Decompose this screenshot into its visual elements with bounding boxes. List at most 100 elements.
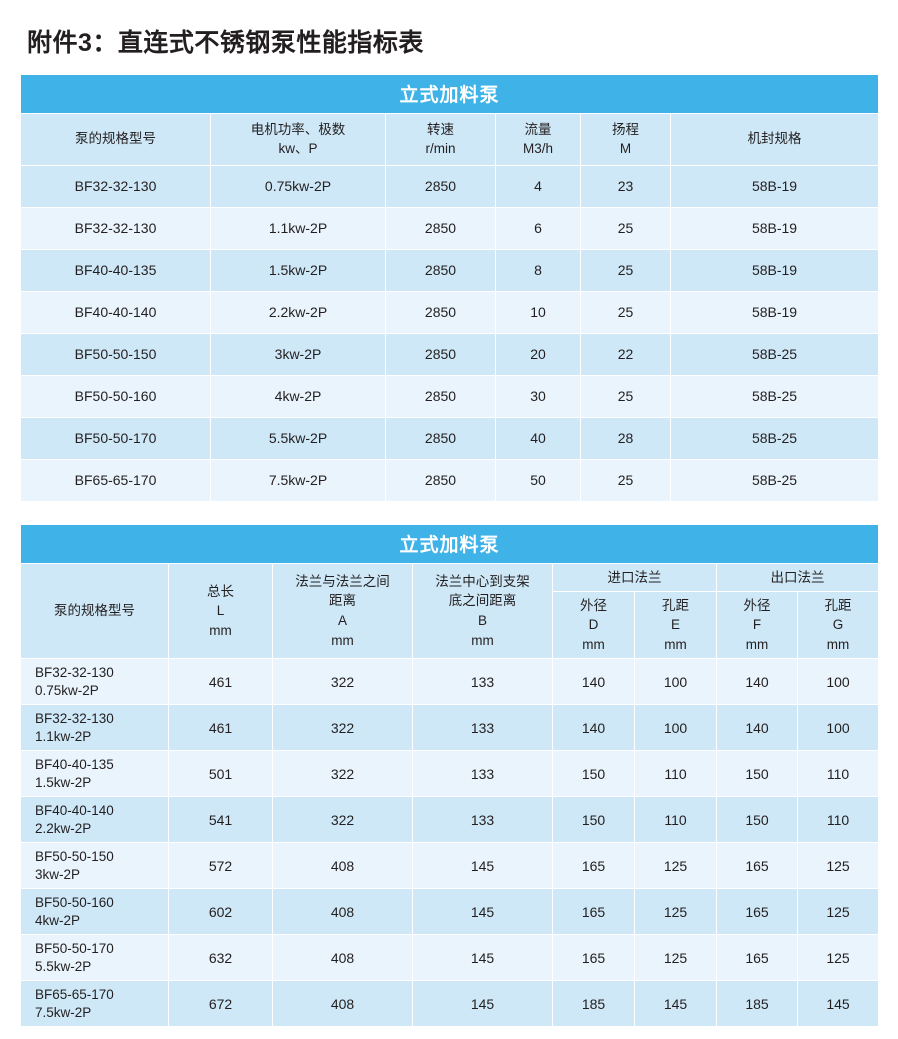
cell-outlet-od: 140 (716, 658, 798, 706)
table-2-col-inlet-hole: 孔距 E mm (634, 590, 717, 660)
table-2-col-flange-distance: 法兰与法兰之间 距离 A mm (272, 562, 413, 660)
cell-inlet-od: 165 (552, 842, 635, 890)
table-2-col-outlet-od: 外径 F mm (716, 590, 798, 660)
table-row: BF65-65-170 7.5kw-2P 2850 50 25 58B-25 (20, 458, 880, 502)
cell-seal: 58B-25 (669, 332, 880, 376)
cell-speed: 2850 (385, 248, 496, 292)
cell-seal: 58B-19 (669, 164, 880, 208)
cell-flange-distance: 408 (272, 934, 413, 982)
table-2-col-inlet-od: 外径 D mm (552, 590, 635, 660)
cell-inlet-od: 150 (552, 750, 635, 798)
table-2-group-outlet: 出口法兰 (715, 562, 880, 592)
cell-inlet-hole: 110 (634, 750, 717, 798)
cell-head: 22 (580, 332, 671, 376)
table-row: BF50-50-160 4kw-2P 602 408 145 165 125 1… (20, 888, 880, 936)
cell-outlet-od: 165 (716, 842, 798, 890)
cell-inlet-od: 140 (552, 658, 635, 706)
table-1-banner: 立式加料泵 (19, 73, 880, 114)
cell-head: 25 (580, 374, 671, 418)
table-row: BF40-40-135 1.5kw-2P 2850 8 25 58B-19 (20, 248, 880, 292)
table-row: BF50-50-160 4kw-2P 2850 30 25 58B-25 (20, 374, 880, 418)
cell-outlet-od: 185 (716, 980, 798, 1028)
cell-outlet-hole: 145 (796, 980, 880, 1028)
cell-flange-distance: 322 (272, 658, 413, 706)
cell-model: BF32-32-130 1.1kw-2P (20, 704, 169, 752)
cell-model: BF50-50-150 (20, 332, 211, 376)
cell-model: BF40-40-135 (20, 248, 211, 292)
cell-flange-to-base: 145 (412, 888, 553, 936)
cell-head: 25 (580, 206, 671, 250)
cell-model: BF40-40-140 (20, 290, 211, 334)
cell-model: BF50-50-160 (20, 374, 211, 418)
cell-inlet-hole: 125 (634, 934, 717, 982)
cell-inlet-hole: 125 (634, 888, 717, 936)
cell-outlet-hole: 125 (796, 934, 880, 982)
cell-inlet-od: 140 (552, 704, 635, 752)
cell-inlet-hole: 145 (634, 980, 717, 1028)
cell-flange-to-base: 133 (412, 704, 553, 752)
cell-flange-distance: 322 (272, 704, 413, 752)
table-1-col-speed: 转速 r/min (385, 112, 496, 166)
cell-flow: 6 (495, 206, 581, 250)
cell-seal: 58B-19 (669, 248, 880, 292)
cell-seal: 58B-25 (669, 416, 880, 460)
dimension-table-2: 立式加料泵 泵的规格型号 总长 L mm 法兰与法兰之间 距离 A mm 法兰中… (19, 523, 880, 1028)
table-2-col-model: 泵的规格型号 (20, 562, 169, 660)
cell-total-length: 572 (168, 842, 273, 890)
table-row: BF40-40-140 2.2kw-2P 541 322 133 150 110… (20, 796, 880, 844)
cell-model: BF32-32-130 (20, 164, 211, 208)
cell-model: BF50-50-170 (20, 416, 211, 460)
cell-outlet-od: 140 (716, 704, 798, 752)
table-row: BF50-50-150 3kw-2P 572 408 145 165 125 1… (20, 842, 880, 890)
cell-outlet-hole: 100 (796, 704, 880, 752)
cell-speed: 2850 (385, 164, 496, 208)
cell-speed: 2850 (385, 332, 496, 376)
table-row: BF50-50-170 5.5kw-2P 632 408 145 165 125… (20, 934, 880, 982)
table-2-group-header-row: 泵的规格型号 总长 L mm 法兰与法兰之间 距离 A mm 法兰中心到支架 底… (20, 562, 880, 660)
cell-seal: 58B-25 (669, 374, 880, 418)
cell-speed: 2850 (385, 458, 496, 502)
table-row: BF32-32-130 0.75kw-2P 461 322 133 140 10… (20, 658, 880, 706)
cell-inlet-hole: 100 (634, 658, 717, 706)
cell-flow: 50 (495, 458, 581, 502)
table-1-banner-row: 立式加料泵 (19, 73, 880, 114)
cell-flange-to-base: 133 (412, 796, 553, 844)
table-1-col-flow: 流量 M3/h (495, 112, 581, 166)
table-row: BF50-50-170 5.5kw-2P 2850 40 28 58B-25 (20, 416, 880, 460)
cell-outlet-hole: 125 (796, 888, 880, 936)
cell-model: BF50-50-170 5.5kw-2P (20, 934, 169, 982)
cell-head: 23 (580, 164, 671, 208)
cell-model: BF32-32-130 0.75kw-2P (20, 658, 169, 706)
cell-flow: 4 (495, 164, 581, 208)
cell-model: BF40-40-135 1.5kw-2P (20, 750, 169, 798)
cell-outlet-od: 165 (716, 934, 798, 982)
cell-total-length: 501 (168, 750, 273, 798)
cell-outlet-od: 150 (716, 750, 798, 798)
cell-model: BF40-40-140 2.2kw-2P (20, 796, 169, 844)
cell-flow: 10 (495, 290, 581, 334)
cell-inlet-od: 150 (552, 796, 635, 844)
cell-outlet-hole: 110 (796, 796, 880, 844)
table-2-col-outlet-hole: 孔距 G mm (796, 590, 880, 660)
cell-speed: 2850 (385, 290, 496, 334)
cell-flange-distance: 322 (272, 750, 413, 798)
cell-flow: 20 (495, 332, 581, 376)
cell-outlet-hole: 125 (796, 842, 880, 890)
cell-head: 25 (580, 458, 671, 502)
cell-model: BF65-65-170 7.5kw-2P (20, 980, 169, 1028)
cell-flange-to-base: 133 (412, 658, 553, 706)
cell-total-length: 602 (168, 888, 273, 936)
table-2-col-total-length: 总长 L mm (168, 562, 273, 660)
cell-motor-power: 4kw-2P (210, 374, 386, 418)
cell-inlet-hole: 100 (634, 704, 717, 752)
table-2-sub-header-row: 外径 D mm 孔距 E mm 外径 F mm 孔距 G mm (21, 590, 880, 660)
cell-inlet-hole: 125 (634, 842, 717, 890)
table-2-group-inlet: 进口法兰 (552, 562, 717, 592)
table-row: BF50-50-150 3kw-2P 2850 20 22 58B-25 (20, 332, 880, 376)
cell-total-length: 541 (168, 796, 273, 844)
cell-total-length: 461 (168, 704, 273, 752)
cell-model: BF32-32-130 (20, 206, 211, 250)
cell-flange-to-base: 145 (412, 842, 553, 890)
table-row: BF40-40-135 1.5kw-2P 501 322 133 150 110… (20, 750, 880, 798)
table-row: BF65-65-170 7.5kw-2P 672 408 145 185 145… (20, 980, 880, 1028)
